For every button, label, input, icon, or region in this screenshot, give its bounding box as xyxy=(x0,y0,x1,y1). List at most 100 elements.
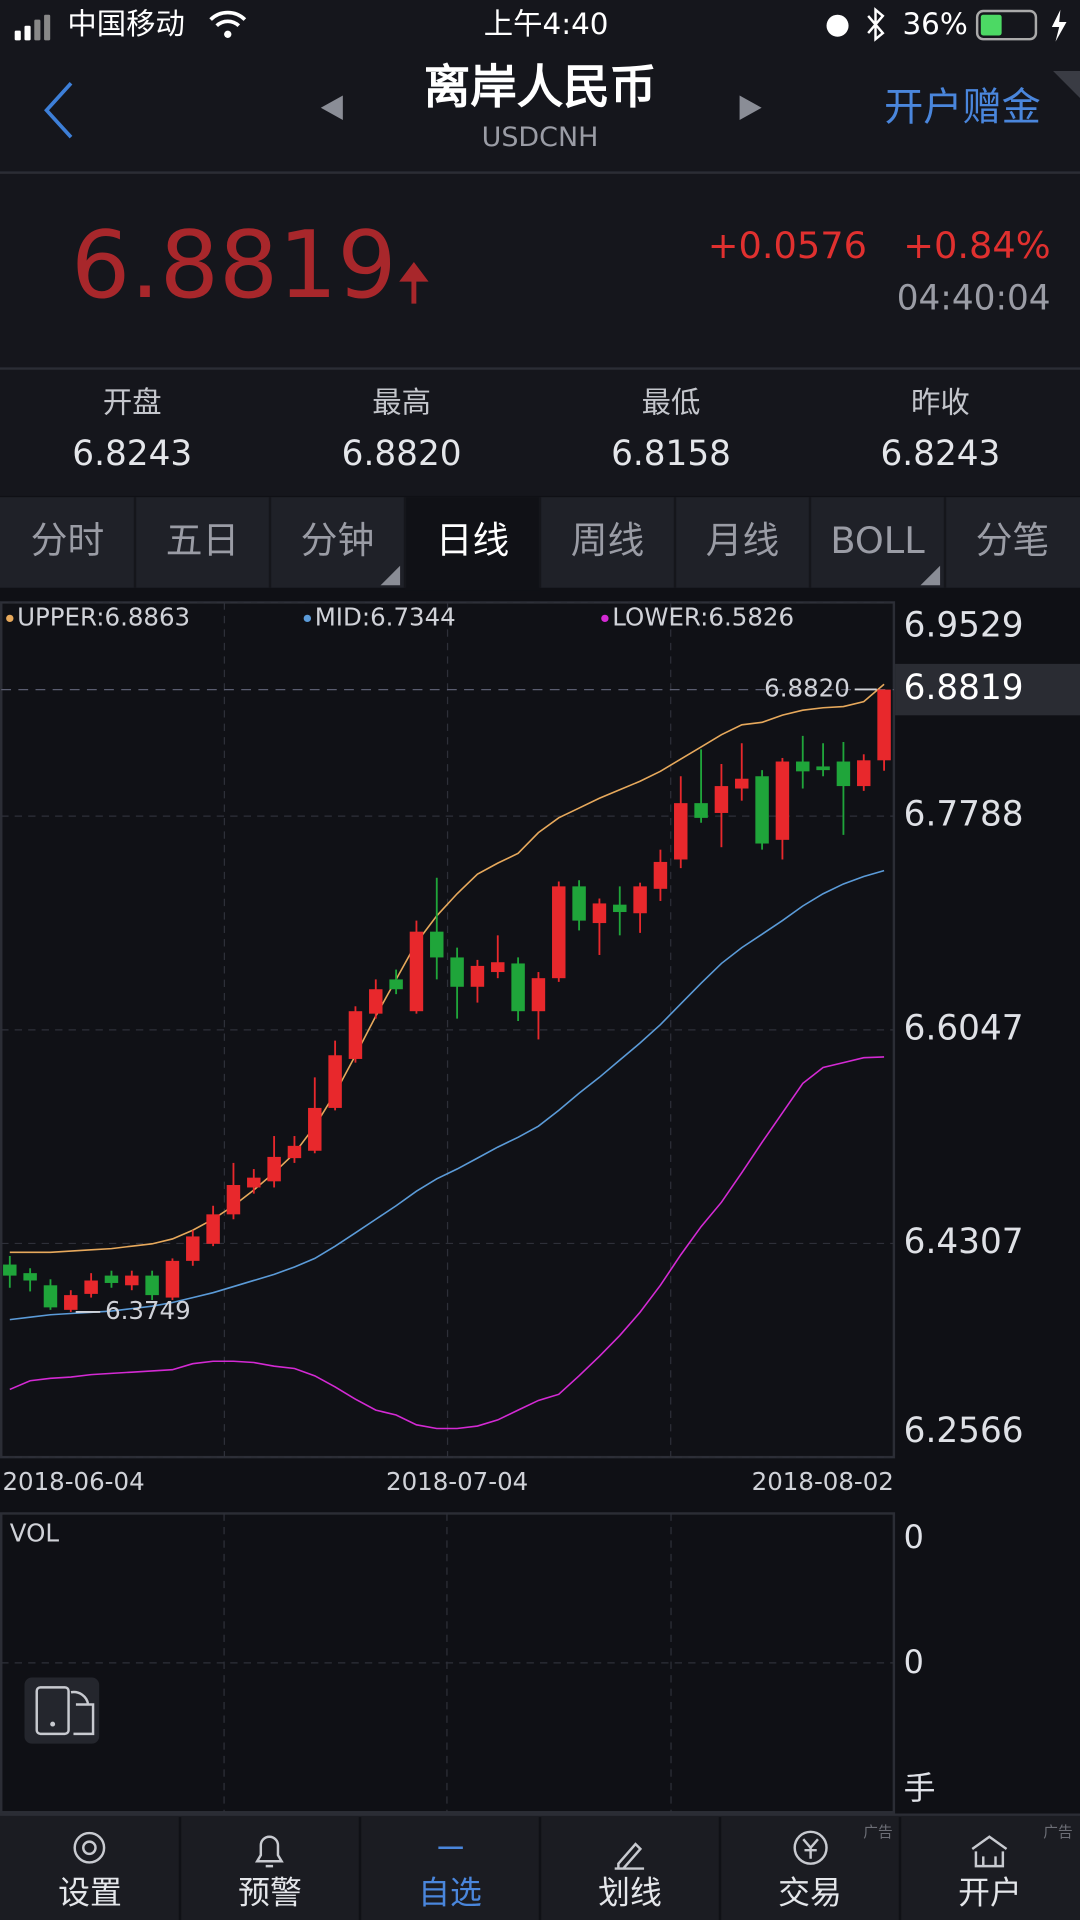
candle-body xyxy=(694,803,708,818)
tab-label: 分时 xyxy=(31,519,104,562)
next-button[interactable] xyxy=(739,95,762,120)
volume-title: VOL xyxy=(10,1518,60,1547)
candle-body xyxy=(84,1280,98,1294)
candle-body xyxy=(531,978,546,1012)
boll-line xyxy=(9,683,885,1254)
stat-label: 昨收 xyxy=(911,386,970,420)
candle-body xyxy=(267,1156,281,1182)
charging-icon xyxy=(1051,9,1067,42)
active-tab-label: 日线 xyxy=(436,519,509,562)
candle-body xyxy=(145,1275,159,1296)
annotation-label: 6.3749 xyxy=(105,1296,191,1325)
candle-body xyxy=(755,776,769,844)
candle-body xyxy=(430,931,444,958)
tab-label: BOLL xyxy=(830,519,925,562)
legend-dot xyxy=(601,614,609,623)
candle-body xyxy=(125,1275,139,1286)
battery-icon xyxy=(975,9,1038,41)
nav-label: 划线 xyxy=(598,1873,662,1911)
tab[interactable]: 分笔 xyxy=(943,497,1049,588)
candle-body xyxy=(226,1185,241,1215)
nav-label: 设置 xyxy=(58,1873,122,1911)
candle-body xyxy=(328,1055,342,1108)
stat-value: 6.8243 xyxy=(880,434,1000,474)
tab[interactable]: 月线 xyxy=(673,497,779,588)
candle-body xyxy=(165,1260,180,1298)
volume-unit: 手 xyxy=(904,1769,936,1807)
tab[interactable]: 日线 xyxy=(403,497,540,591)
nav-item[interactable]: 开户 广告 xyxy=(898,1817,1073,1920)
legend-label: MID:6.7344 xyxy=(315,602,456,631)
header-title: 离岸人民币 xyxy=(424,60,657,114)
signal-icon xyxy=(14,14,51,41)
tab[interactable]: 分钟 xyxy=(268,497,401,588)
candle-body xyxy=(287,1145,302,1159)
candle-body xyxy=(674,803,688,860)
battery-percent: 36% xyxy=(902,7,967,41)
boll-line xyxy=(9,869,885,1321)
quote-time: 04:40:04 xyxy=(897,279,1051,319)
nav-item[interactable]: 自选 xyxy=(358,1817,482,1920)
stat-label: 最高 xyxy=(372,386,431,420)
tab[interactable]: BOLL xyxy=(808,497,941,588)
candle-body xyxy=(572,886,586,921)
tab-label: 五日 xyxy=(166,519,239,562)
tab[interactable]: 周线 xyxy=(538,497,644,588)
chart: 6.2566 6.4307 6.6047 6.7788 6.9529 2018-06-04… xyxy=(0,601,1080,1496)
candle-body xyxy=(450,957,464,987)
legend-label: LOWER:6.5826 xyxy=(612,602,794,631)
nav-label: 自选 xyxy=(418,1873,482,1911)
candle-body xyxy=(348,1011,363,1059)
candle-body xyxy=(552,886,566,979)
y-tick-label: 6.7788 xyxy=(904,795,1024,835)
volume-tick: 0 xyxy=(904,1643,924,1681)
candle-body xyxy=(877,689,891,761)
candle-body xyxy=(816,766,830,771)
nav-icons xyxy=(73,1830,1008,1870)
carrier: 中国移动 xyxy=(67,7,185,41)
prev-button[interactable] xyxy=(320,95,343,120)
stat-label: 最低 xyxy=(642,386,701,420)
nav-item[interactable]: 划线 xyxy=(538,1817,662,1920)
tab[interactable]: 分时 xyxy=(31,519,104,562)
dropdown-corner xyxy=(380,565,401,586)
price-change-percent: +0.84% xyxy=(903,224,1050,267)
rotate-button[interactable] xyxy=(24,1677,100,1744)
price-change: +0.0576 xyxy=(708,224,867,267)
volume-tick: 0 xyxy=(904,1518,924,1556)
nav-item[interactable]: 预警 xyxy=(178,1817,302,1920)
candle-body xyxy=(714,786,729,813)
candle-body xyxy=(186,1236,200,1261)
wifi-icon xyxy=(224,30,232,38)
annotation-label: 6.8820 xyxy=(764,673,850,702)
y-tick-label: 6.2566 xyxy=(904,1411,1024,1451)
dropdown-corner xyxy=(920,565,941,586)
active-tab-background xyxy=(405,497,540,591)
nav-label: 开户 xyxy=(958,1873,1022,1911)
nav-item[interactable]: 设置 xyxy=(58,1873,122,1911)
candle-body xyxy=(43,1285,58,1308)
corner-icon xyxy=(1053,71,1080,98)
last-price-label: 6.8819 xyxy=(904,668,1024,708)
candle-body xyxy=(470,965,485,987)
stat-value: 6.8243 xyxy=(72,434,192,474)
candle-body xyxy=(23,1273,37,1281)
stat-value: 6.8820 xyxy=(342,434,462,474)
candle-body xyxy=(592,903,607,924)
candle-body xyxy=(64,1295,78,1310)
open-account-link[interactable]: 开户赠金 xyxy=(884,86,1041,131)
quote-background xyxy=(0,173,1080,496)
tab[interactable]: 五日 xyxy=(133,497,239,588)
candle-body xyxy=(796,761,810,772)
tab-label: 分钟 xyxy=(301,519,374,562)
back-button[interactable] xyxy=(44,82,73,139)
x-tick-label: 2018-06-04 xyxy=(2,1467,144,1496)
nav-item[interactable]: 交易 广告 xyxy=(718,1817,893,1920)
candle-body xyxy=(104,1275,119,1283)
nav-label: 预警 xyxy=(238,1873,302,1911)
candle-body xyxy=(308,1107,322,1151)
legend-dot xyxy=(303,614,312,623)
